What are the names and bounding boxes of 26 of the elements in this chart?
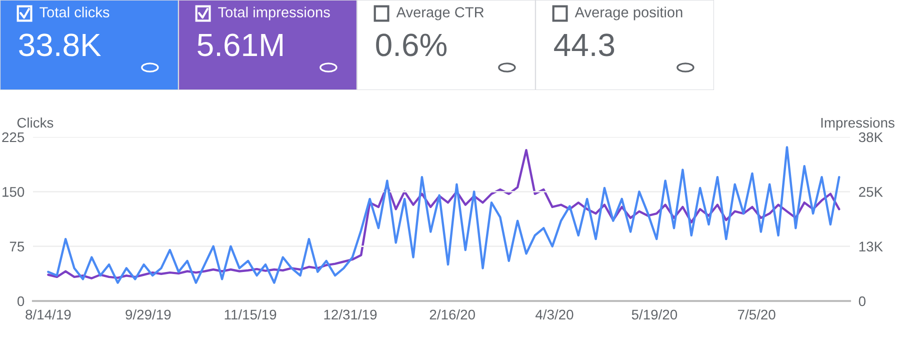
category-label: Average CTR <box>396 7 484 20</box>
y2-tick-label: 25K <box>859 187 883 197</box>
category-label: Total clicks <box>40 6 110 18</box>
y-tick-label: 225 <box>2 132 24 142</box>
x-tick-label: 7/5/20 <box>738 309 776 320</box>
x-tick-label: 11/15/19 <box>224 309 276 320</box>
x-tick-label: 9/29/19 <box>126 309 171 320</box>
text: 44.3 <box>554 34 614 56</box>
y2-tick-label: 38K <box>858 132 883 142</box>
y-tick-label: 150 <box>2 187 24 197</box>
x-tick-label: 12/31/19 <box>324 309 377 320</box>
text: 33.8K <box>19 34 101 56</box>
y2-axis-title: Impressions <box>821 117 894 130</box>
y-tick-label: 75 <box>10 242 24 252</box>
category-label: Total impressions <box>218 6 330 20</box>
y-axis-title: Clicks <box>17 117 54 128</box>
x-tick-label: 8/14/19 <box>26 309 71 320</box>
y2-tick-label: 0 <box>858 296 866 306</box>
y2-tick-label: 13K <box>859 242 883 252</box>
y-tick-label: 0 <box>17 296 24 306</box>
category-label: Average position <box>574 6 682 20</box>
x-tick-label: 2/16/20 <box>430 309 475 320</box>
x-tick-label: 4/3/20 <box>536 309 574 320</box>
x-tick-label: 5/19/20 <box>632 309 678 320</box>
text: 0.6% <box>376 34 447 56</box>
text: 5.61M <box>198 34 283 56</box>
